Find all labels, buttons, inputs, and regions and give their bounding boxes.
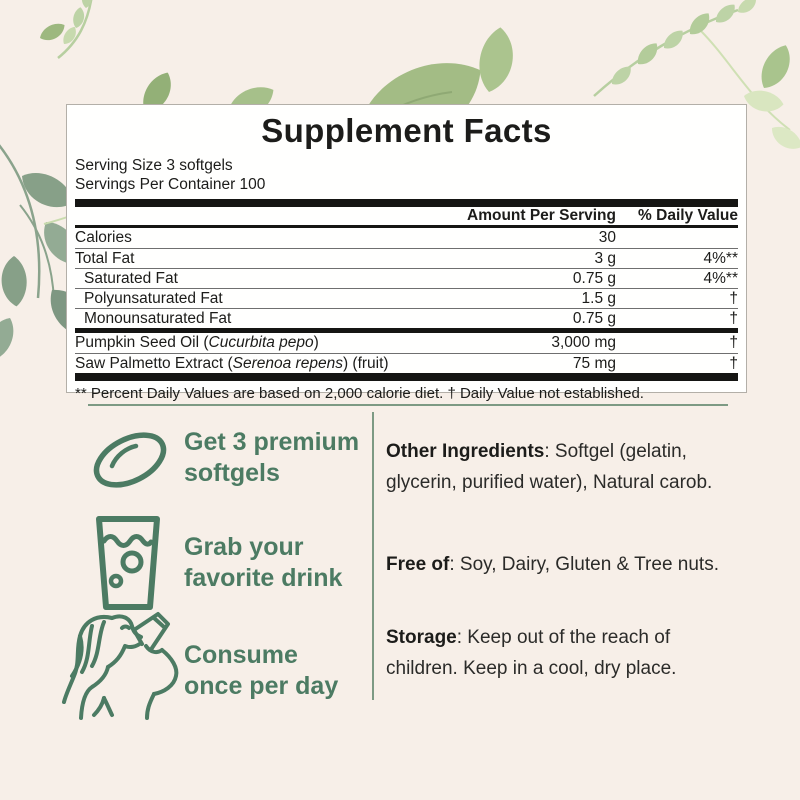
free-of-label: Free of bbox=[386, 554, 450, 575]
divider-thick-top bbox=[75, 199, 738, 207]
horizontal-divider bbox=[88, 404, 728, 406]
table-header-row: Amount Per Serving % Daily Value bbox=[75, 207, 738, 228]
instruction-softgels: Get 3 premium softgels bbox=[184, 428, 360, 487]
person-drinking-icon bbox=[58, 610, 186, 729]
instruction-drink: Grab your favorite drink bbox=[184, 533, 343, 592]
divider-mid bbox=[75, 328, 738, 333]
instruction-consume: Consume once per day bbox=[184, 641, 339, 700]
header-daily-value: % Daily Value bbox=[638, 207, 738, 224]
botanical-name: Serenoa repens bbox=[232, 354, 343, 372]
other-ingredients-label: Other Ingredients bbox=[386, 441, 545, 462]
glass-icon bbox=[92, 514, 164, 617]
supplement-facts-panel: Supplement Facts Serving Size 3 softgels… bbox=[66, 104, 747, 402]
vertical-divider bbox=[372, 412, 374, 700]
ingredient-rows: Pumpkin Seed Oil (Cucurbita pepo) 3,000 … bbox=[75, 333, 738, 373]
servings-per-container: Servings Per Container 100 bbox=[75, 176, 266, 193]
table-row: Monounsaturated Fat 0.75 g † bbox=[75, 308, 738, 328]
botanical-name: Cucurbita pepo bbox=[208, 334, 314, 351]
other-ingredients-text: Other Ingredients: Softgel (gelatin, gly… bbox=[386, 441, 713, 493]
header-amount-per-serving: Amount Per Serving bbox=[467, 207, 616, 224]
serving-size: Serving Size 3 softgels bbox=[75, 157, 233, 174]
table-row: Pumpkin Seed Oil (Cucurbita pepo) 3,000 … bbox=[75, 334, 738, 351]
daily-value-footnote: ** Percent Daily Values are based on 2,0… bbox=[75, 385, 644, 402]
storage-text: Storage: Keep out of the reach of childr… bbox=[386, 627, 677, 679]
table-row: Calories 30 bbox=[75, 229, 616, 246]
divider-thick-bottom bbox=[75, 373, 738, 381]
panel-title: Supplement Facts bbox=[261, 112, 552, 149]
softgel-icon bbox=[88, 424, 172, 501]
table-row: Total Fat 3 g 4%** bbox=[75, 248, 738, 267]
free-of-text: Free of: Soy, Dairy, Gluten & Tree nuts. bbox=[386, 554, 719, 575]
table-row: Saturated Fat 0.75 g 4%** bbox=[75, 268, 738, 288]
nutrition-rows: Calories 30 Total Fat 3 g 4%** Saturated… bbox=[75, 228, 738, 328]
table-row: Polyunsaturated Fat 1.5 g † bbox=[75, 288, 738, 308]
table-row: Saw Palmetto Extract (Serenoa repens) (f… bbox=[75, 353, 738, 372]
storage-label: Storage bbox=[386, 627, 457, 648]
